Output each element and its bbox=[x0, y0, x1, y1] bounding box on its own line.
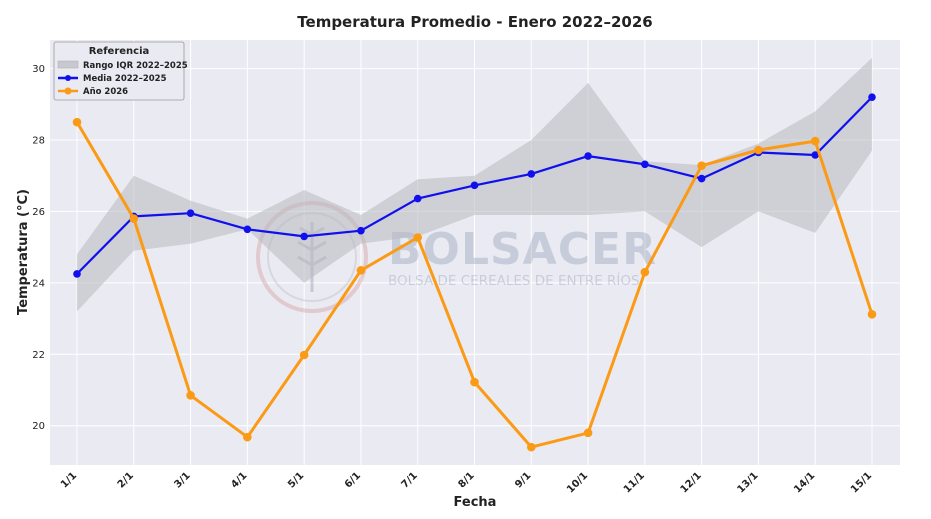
y-tick-label: 30 bbox=[32, 64, 45, 75]
y-axis-ticks: 20 22 24 26 28 30 bbox=[32, 64, 45, 432]
y-tick-label: 28 bbox=[32, 136, 45, 147]
data-point-2026 bbox=[299, 350, 309, 360]
watermark-subtitle: BOLSA DE CEREALES DE ENTRE RÍOS bbox=[388, 272, 640, 289]
legend-swatch-band bbox=[57, 60, 79, 69]
legend-item-band: Rango IQR 2022–2025 bbox=[83, 61, 188, 71]
data-point-mean bbox=[243, 225, 252, 234]
legend: Referencia Rango IQR 2022–2025 Media 202… bbox=[53, 41, 188, 101]
data-point-mean bbox=[641, 160, 649, 169]
data-point-mean bbox=[584, 152, 592, 160]
data-point-2026 bbox=[356, 266, 366, 275]
data-point-mean bbox=[811, 151, 820, 159]
x-axis-label: Fecha bbox=[454, 495, 497, 510]
data-point-2026 bbox=[810, 136, 820, 146]
y-axis-label: Temperatura (°C) bbox=[16, 189, 31, 315]
grid bbox=[50, 40, 900, 465]
y-tick-label: 26 bbox=[32, 207, 45, 218]
data-point-2026 bbox=[413, 233, 423, 242]
data-point-2026 bbox=[697, 161, 706, 171]
data-point-2026 bbox=[526, 442, 536, 452]
legend-box bbox=[53, 41, 185, 101]
data-point-mean bbox=[300, 232, 308, 241]
data-point-mean bbox=[186, 209, 195, 218]
data-point-2026 bbox=[243, 432, 252, 442]
data-point-2026 bbox=[129, 214, 139, 223]
legend-title: Referencia bbox=[89, 46, 150, 57]
legend-marker-2026 bbox=[64, 87, 72, 95]
data-point-2026 bbox=[186, 391, 195, 400]
y-tick-label: 24 bbox=[32, 278, 45, 289]
data-point-mean bbox=[357, 226, 365, 235]
data-point-mean bbox=[73, 270, 81, 278]
data-point-2026 bbox=[72, 117, 82, 127]
watermark: BOLSACER BOLSA DE CEREALES DE ENTRE RÍOS bbox=[256, 201, 657, 313]
y-tick-label: 22 bbox=[32, 350, 45, 361]
data-point-2026 bbox=[583, 428, 593, 438]
y-tick-label: 20 bbox=[32, 421, 45, 432]
data-point-mean bbox=[527, 170, 536, 178]
data-point-2026 bbox=[470, 377, 479, 387]
data-point-mean bbox=[470, 181, 479, 190]
chart-title: Temperatura Promedio - Enero 2022–2026 bbox=[297, 13, 652, 31]
data-point-2026 bbox=[754, 145, 763, 155]
series-layer bbox=[72, 93, 877, 452]
data-point-2026 bbox=[640, 267, 650, 277]
legend-item-mean: Media 2022–2025 bbox=[83, 74, 167, 84]
legend-marker-mean bbox=[65, 75, 71, 81]
data-point-mean bbox=[697, 174, 706, 183]
legend-item-2026: Año 2026 bbox=[83, 87, 128, 97]
watermark-brand: BOLSACER bbox=[388, 224, 657, 275]
data-point-2026 bbox=[867, 309, 877, 319]
data-point-mean bbox=[868, 93, 876, 101]
data-point-mean bbox=[413, 194, 422, 203]
